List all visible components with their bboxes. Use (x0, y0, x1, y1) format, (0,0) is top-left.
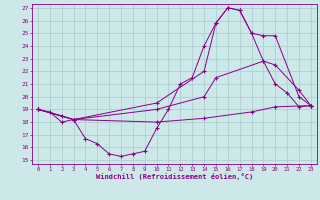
X-axis label: Windchill (Refroidissement éolien,°C): Windchill (Refroidissement éolien,°C) (96, 173, 253, 180)
